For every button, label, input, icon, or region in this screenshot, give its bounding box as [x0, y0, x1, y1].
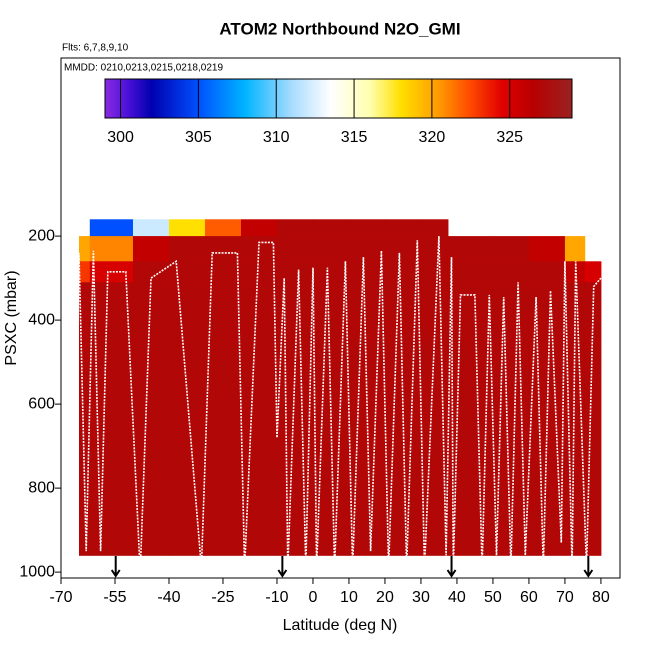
y-tick-label: 800: [28, 479, 55, 496]
curtain-cell: [528, 261, 566, 283]
curtain-cell: [564, 236, 586, 262]
curtain-cell: [168, 236, 206, 262]
curtain-cell: [420, 282, 449, 556]
flights-label: Flts: 6,7,8,9,10: [62, 43, 129, 54]
x-tick-label: 20: [376, 589, 394, 606]
curtain-cell: [89, 282, 134, 556]
y-tick-label: 400: [28, 311, 55, 328]
curtain-cell: [312, 261, 350, 283]
flight-track: [74, 236, 602, 573]
curtain-cell: [168, 219, 206, 237]
curtain-cell: [276, 261, 314, 283]
curtain-cell: [89, 261, 134, 283]
curtain-cell: [132, 219, 170, 237]
curtain-cell: [492, 236, 530, 262]
x-tick-label: 70: [556, 589, 574, 606]
curtain-cell: [492, 261, 530, 283]
curtain-cell: [384, 236, 422, 262]
curtain-cell: [584, 261, 602, 283]
chart-title: ATOM2 Northbound N2O_GMI: [219, 19, 460, 38]
curtain-cell: [204, 261, 242, 283]
x-tick-label: -70: [49, 589, 72, 606]
curtain-cell: [276, 236, 314, 262]
curtain-cell: [168, 261, 206, 283]
y-tick-label: 600: [28, 395, 55, 412]
curtain-cell: [240, 261, 278, 283]
x-tick-label: -10: [265, 589, 288, 606]
curtain-cell: [348, 236, 386, 262]
colorbar-tick-label: 305: [185, 129, 212, 146]
y-tick-label: 200: [28, 227, 55, 244]
curtain-cell: [240, 219, 278, 237]
date-arrow: [583, 556, 594, 578]
curtain-cell: [132, 236, 170, 262]
curtain-cell: [312, 236, 350, 262]
x-axis-label: Latitude (deg N): [283, 617, 398, 634]
dates-label: MMDD: 0210,0213,0215,0218,0219: [64, 63, 223, 74]
curtain-cell: [384, 261, 422, 283]
curtain-cell: [78, 282, 91, 556]
x-tick-label: 30: [412, 589, 430, 606]
curtain-cell: [132, 282, 170, 556]
curtain-cell: [564, 261, 586, 283]
curtain-cell: [89, 236, 134, 262]
x-tick-label: 50: [484, 589, 502, 606]
curtain-cell: [348, 282, 386, 556]
curtain-cell: [276, 282, 314, 556]
curtain-cell: [447, 261, 494, 283]
curtain-cell: [420, 219, 449, 237]
x-tick-label: 60: [520, 589, 538, 606]
curtain-cell: [447, 236, 494, 262]
curtain-cell: [312, 219, 350, 237]
curtain-cell: [132, 261, 170, 283]
x-tick-label: 40: [448, 589, 466, 606]
colorbar-tick-label: 300: [107, 129, 134, 146]
x-tick-label: -55: [103, 589, 126, 606]
curtain-cell: [420, 261, 449, 283]
x-tick-label: 10: [340, 589, 358, 606]
curtain-cell: [89, 219, 134, 237]
curtain-cell: [168, 282, 206, 556]
colorbar-tick-label: 320: [419, 129, 446, 146]
colorbar-tick-label: 315: [341, 129, 368, 146]
plot-frame: [60, 57, 621, 579]
x-tick-label: -40: [157, 589, 180, 606]
date-arrow: [277, 556, 288, 578]
curtain-cell: [528, 236, 566, 262]
curtain-cell: [564, 282, 586, 556]
curtain-cell: [78, 261, 91, 283]
y-axis-label: PSXC (mbar): [3, 270, 20, 365]
x-tick-label: -25: [211, 589, 234, 606]
date-arrow: [446, 556, 457, 578]
curtain-cell: [384, 219, 422, 237]
colorbar: [104, 78, 573, 119]
curtain-cell: [204, 236, 242, 262]
curtain-cell: [78, 236, 91, 262]
curtain-cell: [204, 219, 242, 237]
curtain-cell: [420, 236, 449, 262]
curtain-cell: [348, 219, 386, 237]
date-arrow: [110, 556, 121, 578]
curtain-cell: [276, 219, 314, 237]
x-tick-label: 80: [592, 589, 610, 606]
curtain-cell: [348, 261, 386, 283]
x-tick-label: 0: [309, 589, 318, 606]
curtain-cell: [204, 282, 242, 556]
colorbar-tick-label: 325: [496, 129, 523, 146]
colorbar-tick-label: 310: [263, 129, 290, 146]
y-tick-label: 1000: [19, 563, 55, 580]
